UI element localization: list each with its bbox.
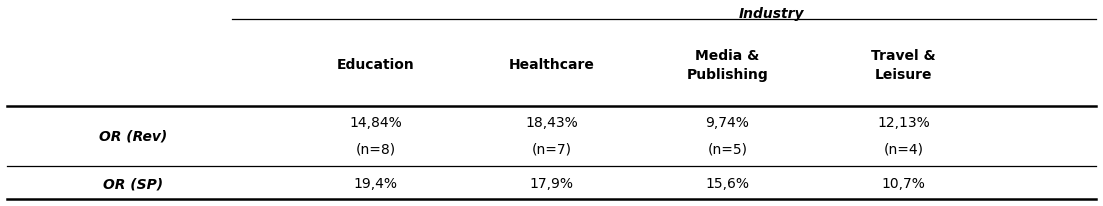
- Text: 10,7%: 10,7%: [881, 177, 925, 191]
- Text: (n=5): (n=5): [707, 143, 748, 157]
- Text: Media &
Publishing: Media & Publishing: [687, 49, 769, 82]
- Text: OR (Rev): OR (Rev): [99, 130, 168, 144]
- Text: Travel &
Leisure: Travel & Leisure: [871, 49, 935, 82]
- Text: 18,43%: 18,43%: [525, 116, 578, 130]
- Text: 17,9%: 17,9%: [529, 177, 574, 191]
- Text: (n=7): (n=7): [532, 143, 571, 157]
- Text: 9,74%: 9,74%: [706, 116, 749, 130]
- Text: 19,4%: 19,4%: [353, 177, 397, 191]
- Text: (n=8): (n=8): [355, 143, 396, 157]
- Text: (n=4): (n=4): [884, 143, 923, 157]
- Text: 15,6%: 15,6%: [706, 177, 750, 191]
- Text: Healthcare: Healthcare: [508, 59, 595, 72]
- Text: 14,84%: 14,84%: [349, 116, 401, 130]
- Text: OR (SP): OR (SP): [104, 177, 163, 191]
- Text: Education: Education: [336, 59, 415, 72]
- Text: 12,13%: 12,13%: [877, 116, 930, 130]
- Text: Industry: Industry: [739, 7, 804, 21]
